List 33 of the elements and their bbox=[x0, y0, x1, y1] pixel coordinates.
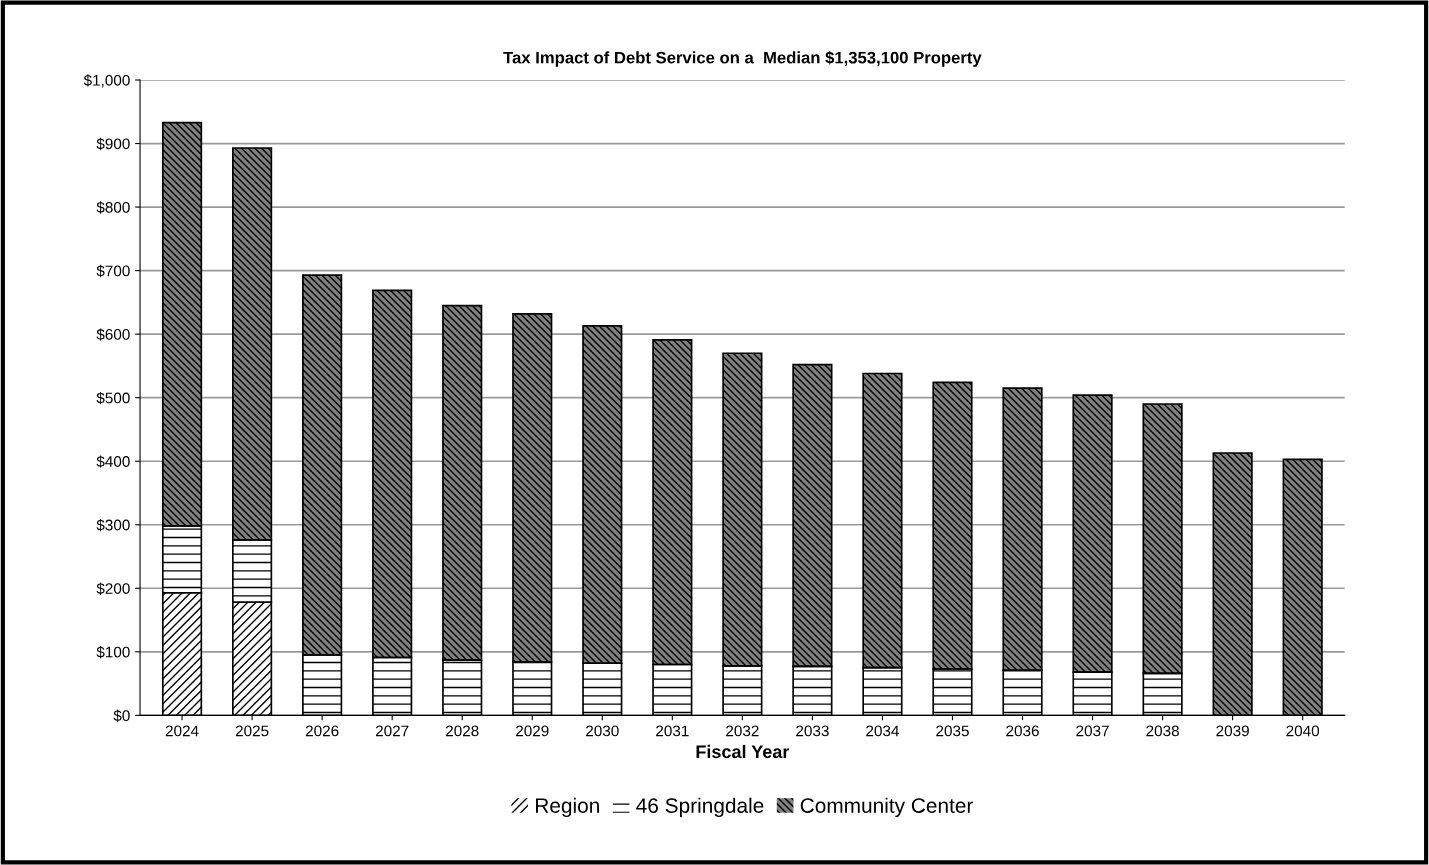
x-tick-label: 2030 bbox=[586, 725, 619, 737]
y-tick-label: $100 bbox=[96, 646, 130, 659]
y-tick-label: $900 bbox=[96, 137, 130, 151]
x-tick-label: 2026 bbox=[305, 725, 339, 737]
y-tick-label: $500 bbox=[96, 391, 130, 405]
y-tick-label: $700 bbox=[96, 264, 130, 278]
x-tick-label: 2025 bbox=[235, 725, 269, 737]
chart-title: Tax Impact of Debt Service on a Median $1,353,100 Property bbox=[503, 50, 982, 67]
legend-label: Region bbox=[536, 797, 599, 818]
y-tick-label: $300 bbox=[96, 518, 130, 532]
y-tick-label: $400 bbox=[96, 455, 130, 468]
x-tick-label: 2034 bbox=[866, 725, 899, 737]
y-tick-label: $600 bbox=[96, 328, 130, 341]
x-tick-label: 2040 bbox=[1286, 725, 1320, 737]
x-tick-label: 2036 bbox=[1006, 725, 1039, 737]
x-tick-label: 2024 bbox=[165, 725, 199, 737]
y-tick-label: $0 bbox=[113, 709, 130, 722]
y-tick-label: $800 bbox=[96, 201, 130, 214]
x-tick-label: 2029 bbox=[516, 725, 549, 737]
x-tick-label: 2027 bbox=[375, 725, 409, 737]
legend-label: 46 Springdale bbox=[636, 797, 764, 818]
x-tick-label: 2035 bbox=[936, 725, 969, 737]
x-axis-title: Fiscal Year bbox=[696, 744, 790, 759]
x-tick-label: 2031 bbox=[656, 725, 689, 737]
x-tick-label: 2032 bbox=[726, 725, 759, 737]
x-tick-label: 2039 bbox=[1216, 725, 1249, 737]
y-tick-label: $200 bbox=[96, 582, 130, 595]
x-tick-label: 2038 bbox=[1146, 725, 1179, 737]
x-tick-label: 2037 bbox=[1076, 725, 1109, 737]
legend-label: Community Center bbox=[800, 797, 974, 818]
y-tick-label: $1,000 bbox=[83, 74, 130, 88]
x-tick-label: 2028 bbox=[445, 725, 479, 737]
x-tick-label: 2033 bbox=[796, 725, 829, 737]
